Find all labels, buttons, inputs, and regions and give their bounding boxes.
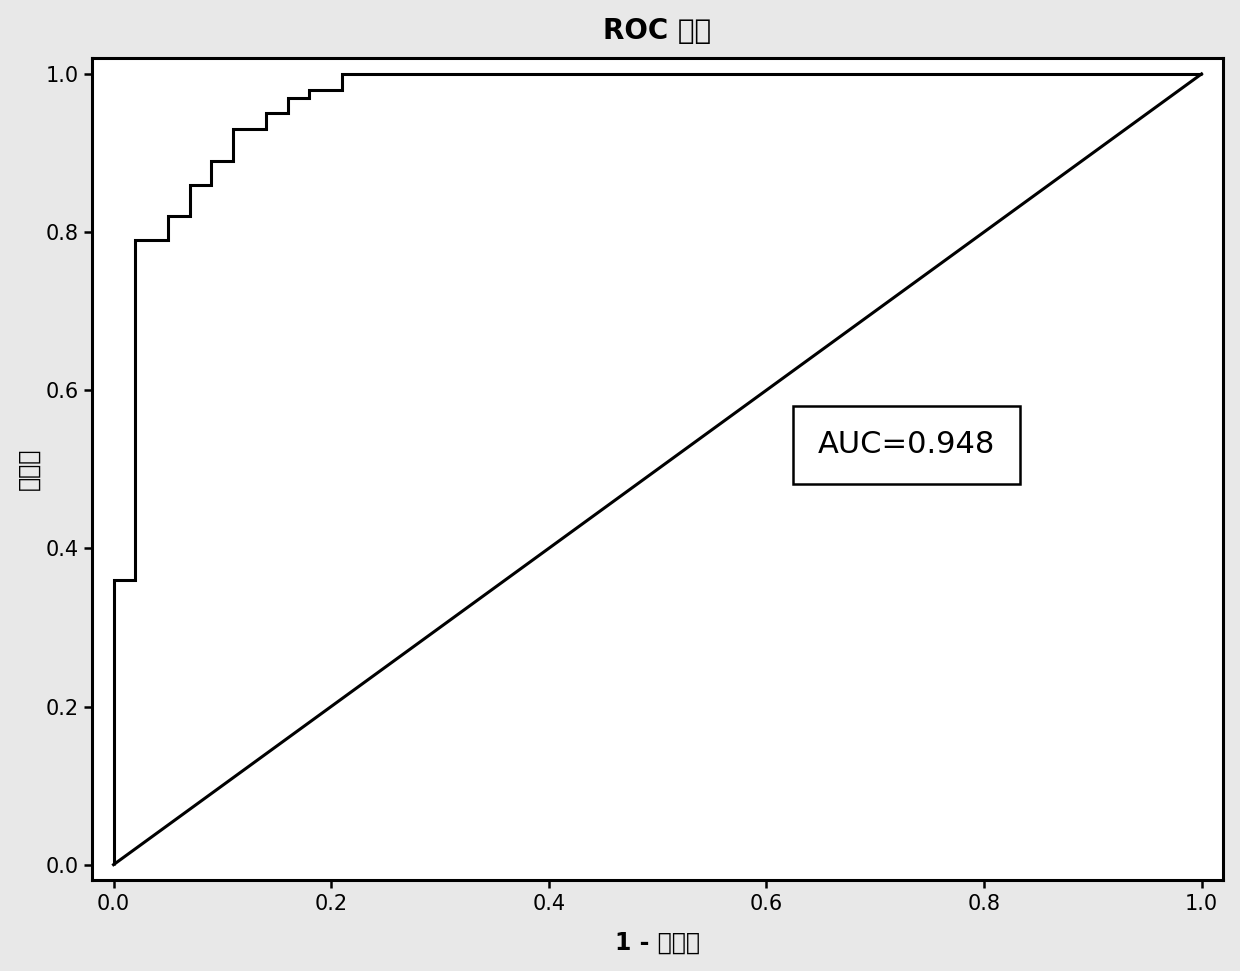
X-axis label: 1 - 特异性: 1 - 特异性 bbox=[615, 930, 701, 954]
Text: AUC=0.948: AUC=0.948 bbox=[818, 430, 996, 459]
Y-axis label: 敏感度: 敏感度 bbox=[16, 448, 41, 490]
Title: ROC 曲线: ROC 曲线 bbox=[604, 17, 712, 45]
